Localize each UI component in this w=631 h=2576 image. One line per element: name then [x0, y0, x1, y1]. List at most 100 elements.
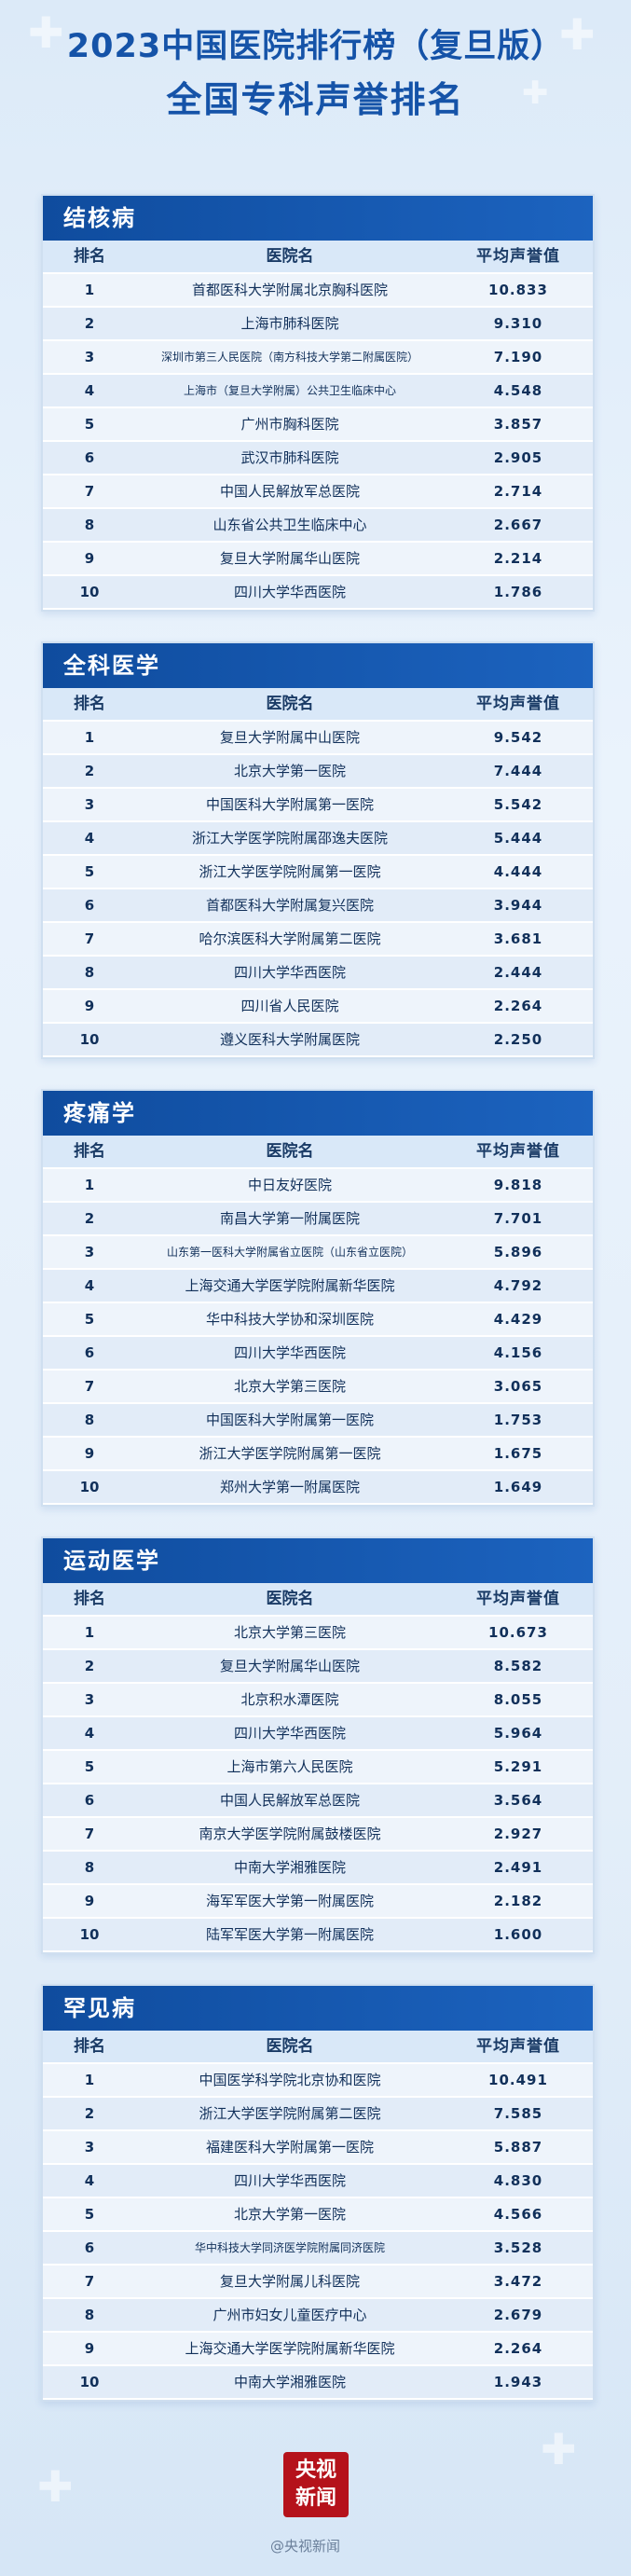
table-row: 3 福建医科大学附属第一医院 5.887: [43, 2131, 593, 2165]
rank-column-header: 排名: [74, 2037, 105, 2056]
score-cell: 2.264: [493, 2340, 543, 2357]
hospital-name-cell: 首都医科大学附属复兴医院: [205, 897, 374, 914]
rank-cell: 6: [84, 897, 95, 914]
hospital-name-cell: 北京大学第三医院: [233, 1378, 346, 1395]
score-cell: 2.444: [493, 964, 543, 981]
score-cell: 5.964: [493, 1725, 543, 1742]
score-cell: 3.564: [493, 1792, 543, 1809]
rank-column-header: 排名: [74, 1590, 105, 1608]
section-title: 疼痛学: [43, 1091, 593, 1136]
rank-cell: 4: [84, 830, 95, 847]
rank-cell: 8: [84, 1412, 95, 1428]
hospital-name-cell: 浙江大学医学院附属第一医院: [199, 863, 381, 880]
rank-cell: 10: [79, 1479, 100, 1495]
rank-cell: 9: [84, 2340, 95, 2357]
rank-cell: 9: [84, 998, 95, 1014]
rank-cell: 1: [84, 282, 95, 298]
cctv-news-logo: 央视 新闻: [283, 2452, 349, 2517]
table-header: 排名 医院名 平均声誉值: [43, 1136, 593, 1169]
hospital-name-cell: 山东第一医科大学附属省立医院（山东省立医院）: [166, 1246, 413, 1259]
table-row: 10 郑州大学第一附属医院 1.649: [43, 1471, 593, 1505]
table-row: 2 上海市肺科医院 9.310: [43, 308, 593, 341]
score-column-header: 平均声誉值: [476, 1590, 560, 1608]
hospital-name-cell: 上海市肺科医院: [240, 315, 339, 332]
score-cell: 7.190: [493, 349, 543, 365]
hospital-name-cell: 首都医科大学附属北京胸科医院: [191, 282, 388, 298]
rank-cell: 2: [84, 1658, 95, 1674]
table-row: 10 陆军军医大学第一附属医院 1.600: [43, 1919, 593, 1952]
hospital-name-cell: 四川省人民医院: [240, 998, 339, 1014]
rank-cell: 8: [84, 517, 95, 533]
table-header: 排名 医院名 平均声誉值: [43, 1583, 593, 1617]
rank-cell: 3: [84, 1244, 95, 1260]
score-cell: 3.065: [493, 1378, 543, 1395]
table-body: 1 中日友好医院 9.818 2 南昌大学第一附属医院 7.701 3 山东第一医科大学附属省…: [43, 1169, 593, 1505]
score-column-header: 平均声誉值: [476, 2037, 560, 2056]
ranking-section: 疼痛学排名 医院名 平均声誉值 1 中日友好医院 9.818 2 南昌大学第一附属医院 7.70…: [41, 1089, 595, 1507]
ranking-section: 运动医学 排名 医院名 平均声誉值 1 北京大学第三医院 10.673 2 复旦大学附属华山医院…: [41, 1536, 595, 1954]
rank-cell: 5: [84, 416, 95, 433]
hospital-name-cell: 上海交通大学医学院附属新华医院: [185, 1277, 395, 1294]
hospital-name-cell: 浙江大学医学院附属第一医院: [199, 1445, 381, 1462]
table-row: 9 四川省人民医院 2.264: [43, 990, 593, 1024]
table-row: 3 深圳市第三人民医院（南方科技大学第二附属医院） 7.190: [43, 341, 593, 375]
score-cell: 2.927: [493, 1825, 543, 1842]
table-row: 7 中国人民解放军总医院 2.714: [43, 475, 593, 509]
rank-cell: 1: [84, 1624, 95, 1641]
score-column-header: 平均声誉值: [476, 1142, 560, 1161]
hospital-name-cell: 广州市妇女儿童医疗中心: [213, 2307, 367, 2323]
table-row: 1 首都医科大学附属北京胸科医院 10.833: [43, 274, 593, 308]
rank-cell: 10: [79, 2374, 100, 2390]
hospital-name-cell: 四川大学华西医院: [233, 2172, 346, 2189]
table-row: 6 华中科技大学同济医学院附属同济医院 3.528: [43, 2232, 593, 2266]
table-body: 1 首都医科大学附属北京胸科医院 10.833 2 上海市肺科医院 9.310 3 深圳市第三…: [43, 274, 593, 610]
score-cell: 5.444: [493, 830, 543, 847]
table-header: 排名 医院名 平均声誉值: [43, 688, 593, 722]
rank-cell: 7: [84, 483, 95, 500]
score-cell: 9.310: [493, 315, 543, 332]
rank-cell: 2: [84, 763, 95, 779]
rank-cell: 3: [84, 2139, 95, 2156]
table-row: 8 山东省公共卫生临床中心 2.667: [43, 509, 593, 543]
hospital-name-cell: 陆军军医大学第一附属医院: [205, 1926, 374, 1943]
cross-decoration: ✚: [559, 9, 596, 60]
score-cell: 8.582: [493, 1658, 543, 1674]
hospital-name-cell: 复旦大学附属中山医院: [219, 729, 360, 746]
hospital-name-cell: 深圳市第三人民医院（南方科技大学第二附属医院）: [160, 351, 418, 364]
score-cell: 4.444: [493, 863, 543, 880]
hospital-name-cell: 中日友好医院: [247, 1177, 332, 1193]
table-row: 6 首都医科大学附属复兴医院 3.944: [43, 889, 593, 923]
name-column-header: 医院名: [266, 1142, 314, 1161]
hospital-name-cell: 哈尔滨医科大学附属第二医院: [199, 930, 381, 947]
table-row: 2 浙江大学医学院附属第二医院 7.585: [43, 2098, 593, 2131]
table-row: 1 北京大学第三医院 10.673: [43, 1617, 593, 1650]
score-cell: 1.943: [493, 2374, 543, 2390]
hospital-name-cell: 海军军医大学第一附属医院: [205, 1893, 374, 1909]
hospital-name-cell: 南京大学医学院附属鼓楼医院: [199, 1825, 381, 1842]
rank-cell: 3: [84, 796, 95, 813]
rank-cell: 5: [84, 1311, 95, 1328]
hospital-name-cell: 北京大学第一医院: [233, 2206, 346, 2223]
rank-cell: 3: [84, 349, 95, 365]
rank-cell: 7: [84, 2273, 95, 2290]
rank-cell: 6: [84, 1344, 95, 1361]
hospital-name-cell: 中国医科大学附属第一医院: [205, 796, 374, 813]
rank-cell: 4: [84, 2172, 95, 2189]
rank-cell: 4: [84, 382, 95, 399]
table-row: 4 四川大学华西医院 4.830: [43, 2165, 593, 2198]
hospital-name-cell: 中国人民解放军总医院: [219, 483, 360, 500]
table-row: 10 四川大学华西医院 1.786: [43, 576, 593, 610]
score-cell: 3.857: [493, 416, 543, 433]
rank-column-header: 排名: [74, 1142, 105, 1161]
hospital-name-cell: 四川大学华西医院: [233, 964, 346, 981]
hospital-name-cell: 中国医科大学附属第一医院: [205, 1412, 374, 1428]
table-row: 5 华中科技大学协和深圳医院 4.429: [43, 1303, 593, 1337]
hospital-name-cell: 南昌大学第一附属医院: [219, 1210, 360, 1227]
name-column-header: 医院名: [266, 247, 314, 266]
hospital-name-cell: 中国医学科学院北京协和医院: [199, 2072, 381, 2088]
score-cell: 10.833: [488, 282, 548, 298]
rank-cell: 8: [84, 964, 95, 981]
page-header: 2023中国医院排行榜（复旦版） 全国专科声誉排名: [0, 21, 631, 127]
rank-cell: 9: [84, 550, 95, 567]
ranking-section: 结核病 排名 医院名 平均声誉值 1 首都医科大学附属北京胸科医院 10.833 2 上海市肺科…: [41, 194, 595, 612]
